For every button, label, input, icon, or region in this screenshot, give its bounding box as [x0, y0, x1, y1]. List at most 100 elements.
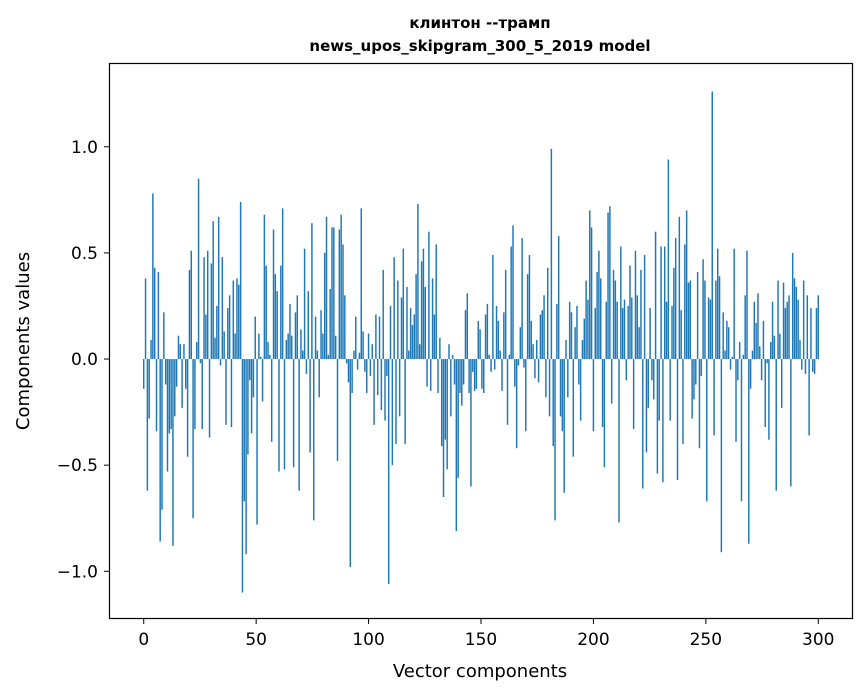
bar — [706, 359, 708, 502]
bar — [543, 295, 545, 360]
bar — [600, 278, 602, 360]
bar — [685, 210, 688, 360]
bar — [164, 359, 167, 385]
bar — [709, 299, 712, 360]
bar — [212, 221, 214, 360]
bar — [700, 359, 703, 377]
bar — [528, 255, 531, 360]
bar — [532, 344, 534, 360]
bar — [143, 359, 145, 389]
bar — [302, 350, 304, 360]
bar — [232, 280, 235, 360]
bar — [258, 333, 260, 360]
bar — [269, 354, 271, 360]
bar — [788, 295, 790, 360]
bar — [395, 359, 397, 444]
bar — [583, 318, 586, 360]
bar — [201, 359, 203, 430]
bar — [333, 227, 335, 360]
bar — [640, 269, 642, 360]
bar — [493, 359, 496, 370]
bar — [314, 316, 317, 360]
bar — [802, 280, 805, 360]
bar — [287, 333, 289, 360]
bar — [521, 238, 523, 360]
x-axis-ticks: 0 50 100 150 200 250 300 — [138, 618, 834, 650]
bar — [342, 244, 344, 360]
bar — [634, 250, 637, 360]
bar — [462, 359, 465, 385]
bar — [382, 269, 384, 360]
bar — [762, 320, 765, 360]
bar — [627, 305, 629, 360]
bar — [378, 316, 381, 360]
bar — [656, 359, 659, 474]
bar — [508, 354, 511, 360]
bar — [444, 359, 447, 440]
bar — [629, 265, 631, 360]
bar — [172, 359, 174, 546]
bar — [596, 272, 598, 360]
bar — [270, 359, 273, 442]
bar — [210, 263, 213, 360]
bar — [179, 344, 182, 360]
bar — [340, 214, 342, 360]
bar — [221, 257, 224, 360]
bar — [329, 289, 331, 360]
bar — [433, 314, 436, 360]
bar — [298, 359, 300, 491]
bar — [777, 280, 779, 360]
bar — [360, 208, 362, 360]
bar — [245, 359, 247, 555]
bar — [263, 214, 266, 360]
bar — [181, 359, 183, 408]
bar — [397, 280, 399, 360]
x-axis-label: Vector components — [393, 661, 567, 682]
bar — [620, 246, 622, 360]
bar — [607, 212, 609, 360]
bar — [581, 339, 584, 360]
bar — [303, 248, 306, 360]
bar — [768, 359, 770, 440]
bar — [578, 359, 580, 385]
bar — [696, 272, 699, 360]
bar — [610, 359, 613, 404]
bar — [556, 303, 558, 360]
bar — [408, 350, 410, 360]
bar — [241, 359, 244, 593]
bar — [592, 359, 595, 432]
bar — [609, 206, 611, 360]
bar — [461, 359, 463, 406]
bar — [810, 308, 812, 360]
bar — [252, 359, 255, 398]
bar — [163, 312, 165, 360]
bar — [247, 359, 249, 455]
x-tick-label: 200 — [577, 630, 609, 650]
bar — [331, 227, 333, 360]
bar — [475, 359, 478, 389]
bar — [216, 305, 218, 360]
bar — [289, 303, 291, 360]
bar — [479, 329, 481, 360]
bar — [808, 359, 810, 436]
bar — [205, 314, 207, 360]
bar — [559, 359, 562, 417]
bar — [546, 267, 549, 360]
bar — [662, 359, 664, 483]
bar — [525, 359, 527, 432]
y-axis-ticks: −1.0 −0.5 0.0 0.5 1.0 — [57, 138, 110, 582]
bar — [492, 255, 494, 360]
bar — [733, 248, 735, 360]
bar — [678, 216, 681, 360]
bar — [366, 359, 368, 393]
bar — [185, 359, 187, 389]
bar — [400, 297, 403, 360]
bar — [702, 259, 704, 360]
bar — [230, 359, 233, 427]
bar — [398, 359, 401, 417]
bar — [148, 359, 150, 419]
bar — [186, 359, 189, 457]
bar — [488, 354, 490, 360]
bar — [537, 359, 540, 383]
bar — [190, 250, 192, 360]
